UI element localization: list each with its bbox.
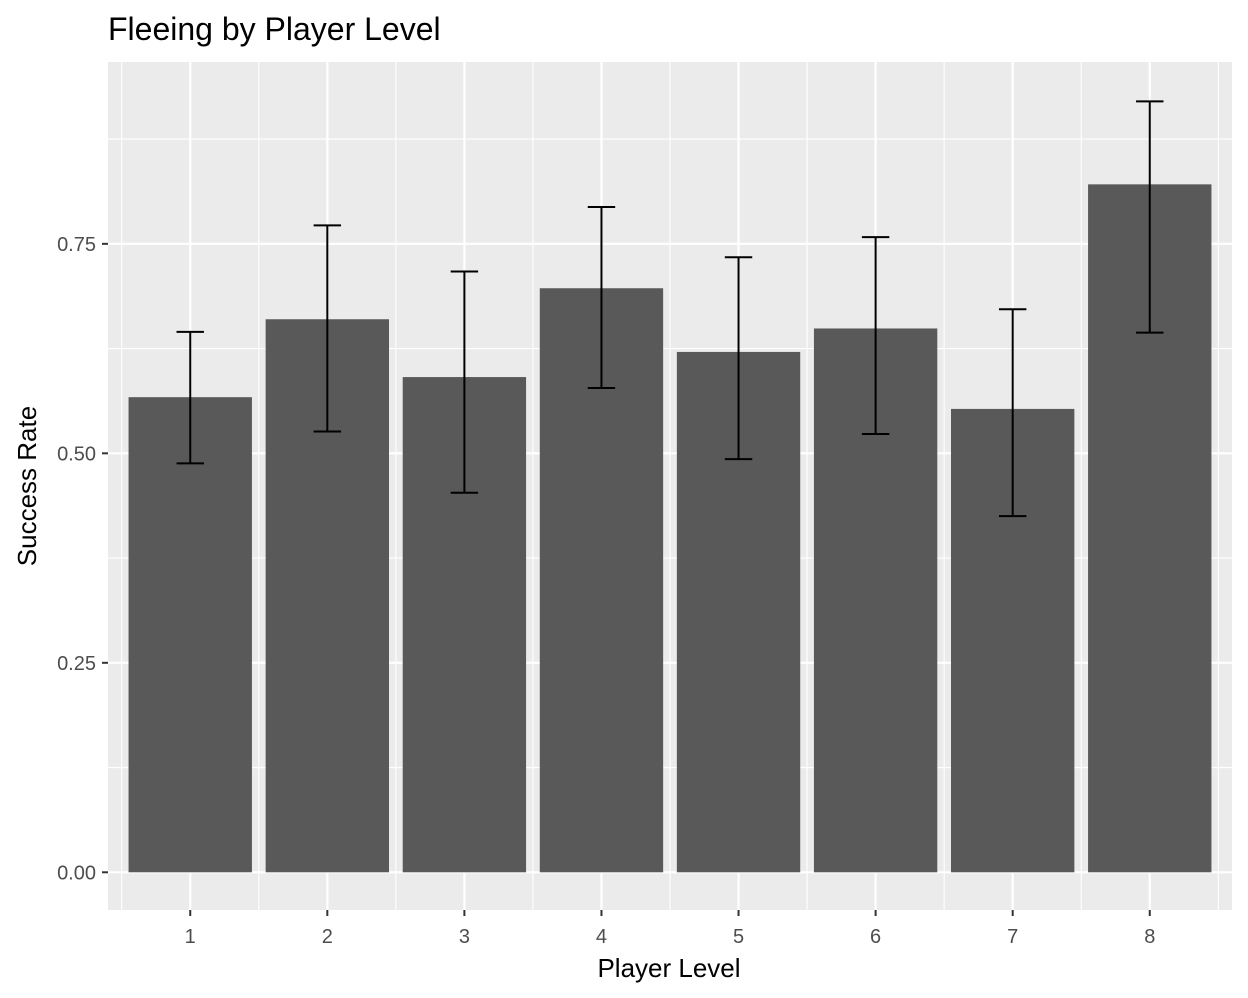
x-tick-label: 7: [1007, 926, 1018, 948]
error-bars: [176, 100, 1164, 518]
y-tick-label: 0.00: [57, 862, 96, 884]
error-bar-level-7: [998, 308, 1027, 518]
x-axis: 1 2 3 4 5 6 7 8: [185, 910, 1155, 948]
x-tick-label: 2: [322, 926, 333, 948]
y-tick-label: 0.25: [57, 653, 96, 675]
x-tick-label: 3: [459, 926, 470, 948]
y-axis-title: Success Rate: [12, 406, 42, 566]
y-axis: 0.00 0.25 0.50 0.75: [57, 234, 108, 884]
bar-level-1: [128, 397, 252, 873]
x-tick-label: 1: [185, 926, 196, 948]
error-bar-level-5: [724, 256, 753, 461]
error-bar-level-6: [861, 236, 890, 436]
error-bar-level-2: [313, 224, 342, 433]
x-tick-label: 8: [1144, 926, 1155, 948]
error-bar-level-3: [450, 270, 479, 494]
x-axis-title: Player Level: [597, 953, 740, 983]
x-tick-label: 6: [870, 926, 881, 948]
y-tick-label: 0.75: [57, 234, 96, 256]
error-bar-level-8: [1136, 100, 1164, 334]
error-bar-level-4: [587, 205, 616, 389]
error-bar-level-1: [176, 330, 204, 465]
x-tick-label: 5: [733, 926, 744, 948]
chart-title: Fleeing by Player Level: [108, 11, 441, 47]
y-tick-label: 0.50: [57, 443, 96, 465]
x-tick-label: 4: [596, 926, 607, 948]
bars: [128, 184, 1212, 873]
